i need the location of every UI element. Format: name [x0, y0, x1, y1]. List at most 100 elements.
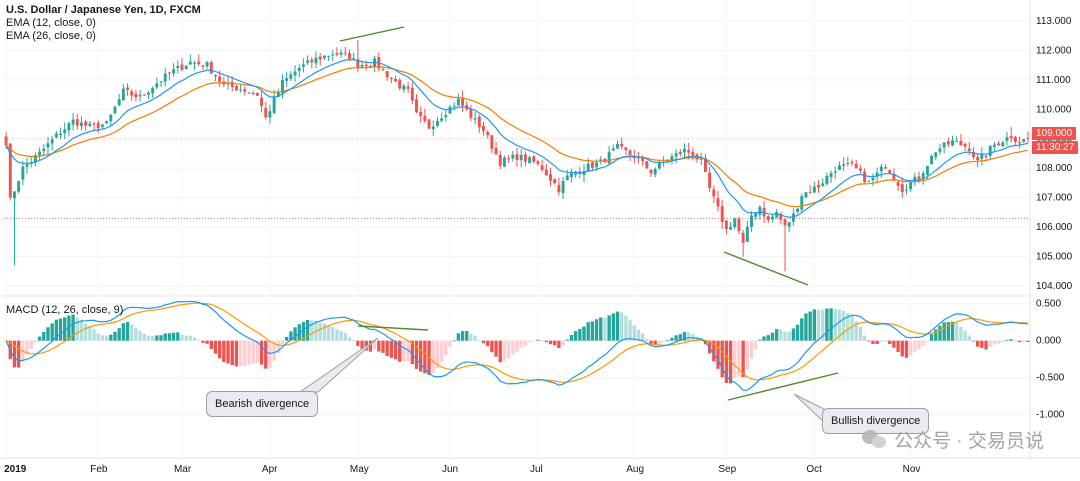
candle-down: [624, 147, 628, 151]
ema-slow-label: EMA (26, close, 0): [6, 30, 96, 42]
candle-down: [498, 154, 502, 166]
candle-up: [934, 152, 938, 157]
candle-up: [674, 153, 678, 157]
candle-down: [553, 179, 557, 184]
macd-histogram-bar: [804, 313, 808, 341]
time-tick-label: Feb: [90, 464, 108, 475]
candle-down: [218, 76, 222, 82]
candle-down: [75, 119, 79, 126]
macd-histogram-bar: [293, 327, 297, 341]
candle-down: [720, 206, 724, 223]
candle-up: [151, 87, 155, 94]
macd-histogram-bar: [892, 340, 896, 348]
candle-down: [1026, 137, 1030, 139]
macd-histogram-bar: [456, 333, 461, 341]
candle-up: [193, 62, 197, 64]
price-tick-label: 108.000: [1036, 163, 1073, 174]
candle-down: [423, 115, 427, 122]
candle-down: [243, 89, 247, 92]
ema-12-line: [5, 58, 1029, 218]
macd-histogram-bar: [255, 340, 260, 363]
candle-up: [879, 166, 883, 172]
macd-histogram-bar: [46, 327, 50, 341]
candle-up: [71, 119, 75, 125]
candle-up: [821, 183, 825, 186]
macd-histogram-bar: [774, 329, 779, 341]
price-legend: U.S. Dollar / Japanese Yen, 1D, FXCM EMA…: [6, 4, 201, 43]
candle-down: [201, 65, 205, 67]
candle-up: [272, 97, 276, 113]
macd-histogram-bar: [96, 333, 100, 341]
macd-histogram-bar: [984, 340, 988, 350]
candles: [4, 40, 1030, 272]
candle-up: [440, 118, 444, 121]
macd-histogram-bar: [557, 340, 561, 349]
candle-up: [837, 165, 841, 171]
candle-up: [921, 173, 925, 179]
macd-histogram-bar: [71, 314, 75, 341]
macd-histogram-bar: [381, 340, 385, 353]
macd-histogram-bar: [402, 340, 406, 362]
candle-up: [360, 65, 364, 67]
time-tick-label: Aug: [626, 464, 644, 475]
candle-down: [348, 53, 351, 60]
macd-histogram-bar: [904, 340, 909, 358]
macd-histogram-bar: [481, 340, 486, 344]
macd-histogram-bar: [896, 340, 900, 352]
candle-down: [92, 123, 96, 125]
macd-histogram-bar: [980, 340, 984, 349]
macd-histogram-bar: [921, 340, 925, 346]
macd-histogram-bar: [159, 335, 163, 341]
macd-histogram-bar: [1009, 339, 1013, 341]
candle-down: [620, 143, 624, 147]
candle-down: [892, 173, 896, 181]
macd-histogram-bar: [636, 329, 641, 341]
candle-down: [96, 122, 100, 129]
ema-fast-label: EMA (12, close, 0): [6, 17, 96, 29]
candle-up: [109, 114, 113, 122]
candle-down: [984, 155, 988, 157]
macd-histogram-bar: [54, 319, 59, 341]
candle-up: [528, 157, 532, 164]
macd-tick-label: 0.000: [1036, 336, 1061, 347]
candle-up: [105, 120, 109, 124]
macd-histogram-bar: [578, 328, 582, 341]
price-tick-label: 104.000: [1036, 281, 1073, 292]
candle-up: [276, 91, 280, 97]
candle-up: [25, 164, 29, 167]
macd-histogram-bar: [109, 334, 113, 341]
candle-up: [925, 165, 929, 175]
candle-down: [490, 135, 494, 149]
time-tick-label: Oct: [806, 464, 822, 475]
candle-up: [188, 61, 192, 65]
candle-up: [745, 226, 749, 242]
candle-up: [159, 81, 163, 83]
macd-histogram-bar: [398, 340, 402, 362]
candle-down: [779, 213, 783, 220]
macd-histogram-bar: [230, 340, 234, 366]
candle-up: [666, 160, 670, 162]
macd-histogram-bar: [188, 335, 193, 341]
macd-histogram-bar: [452, 340, 456, 342]
macd-histogram-bar: [335, 329, 339, 341]
macd-histogram-bar: [620, 312, 624, 341]
macd-histogram-bar: [607, 315, 611, 341]
macd-histogram-bar: [800, 318, 804, 341]
candle-down: [976, 156, 980, 161]
macd-histogram-bar: [419, 340, 423, 372]
macd-histogram-bar: [29, 340, 33, 350]
macd-histogram-bar: [318, 322, 322, 341]
macd-histogram-bar: [603, 317, 607, 341]
candle-up: [561, 180, 565, 193]
macd-histogram-bar: [624, 315, 628, 341]
time-tick-label: Apr: [262, 464, 278, 475]
macd-histogram-bar: [871, 340, 875, 344]
candle-down: [967, 148, 971, 151]
macd-histogram-bar: [506, 340, 511, 359]
macd-histogram-bar: [929, 334, 934, 341]
macd-histogram-bar: [197, 339, 201, 341]
candle-up: [607, 152, 611, 164]
candle-up: [670, 156, 674, 161]
macd-histogram-bar: [167, 333, 172, 341]
macd-histogram-bar: [251, 340, 255, 364]
